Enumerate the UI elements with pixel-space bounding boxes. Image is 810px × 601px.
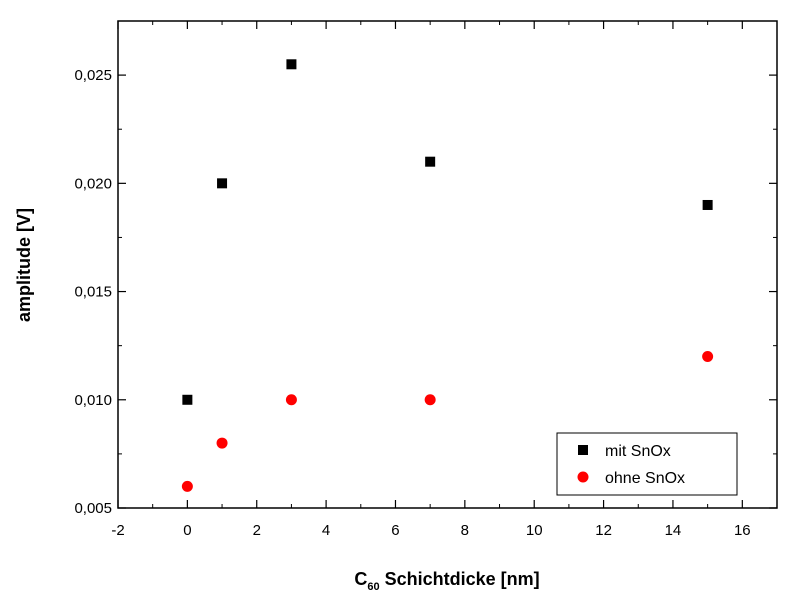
y-axis-title: amplitude [V]: [14, 208, 34, 322]
axis-ticks: [117, 21, 777, 509]
x-axis-title-rest: Schichtdicke [nm]: [380, 569, 540, 589]
y-tick-label: 0,005: [74, 500, 112, 517]
y-tick-labels: 0,005 0,010 0,015 0,020 0,025: [74, 67, 112, 517]
x-tick-label: 8: [461, 522, 469, 539]
data-points: [181, 59, 714, 492]
x-tick-label: 10: [526, 522, 543, 539]
legend: mit SnOx ohne SnOx: [556, 432, 738, 496]
x-tick-label: 6: [391, 522, 399, 539]
legend-marker-square: [578, 445, 588, 455]
x-tick-label: 0: [183, 522, 191, 539]
data-point-circle: [702, 350, 714, 362]
legend-items: mit SnOx ohne SnOx: [577, 443, 685, 487]
x-axis-title: C60 Schichtdicke [nm]: [354, 569, 539, 593]
legend-label: ohne SnOx: [605, 470, 685, 487]
x-tick-label: 2: [253, 522, 261, 539]
y-tick-label: 0,025: [74, 67, 112, 84]
y-tick-label: 0,020: [74, 175, 112, 192]
y-tick-label: 0,010: [74, 392, 112, 409]
x-tick-label: 12: [595, 522, 612, 539]
data-point-square: [217, 178, 228, 189]
plot-frame: [117, 20, 778, 509]
legend-marker-circle: [577, 471, 589, 483]
x-tick-label: 16: [734, 522, 751, 539]
data-point-square: [425, 156, 436, 167]
legend-label: mit SnOx: [605, 443, 671, 460]
x-tick-label: -2: [111, 522, 124, 539]
data-point-circle: [181, 480, 193, 492]
x-axis-title-subscript: 60: [367, 581, 379, 593]
legend-box: [556, 432, 738, 496]
x-axis-title-base: C: [354, 569, 367, 589]
x-tick-label: 4: [322, 522, 330, 539]
x-tick-labels: -2 0 2 4 6 8 10 12 14 16: [111, 522, 750, 539]
x-tick-label: 14: [665, 522, 682, 539]
data-point-circle: [285, 394, 297, 406]
data-point-square: [702, 199, 713, 210]
data-point-circle: [424, 394, 436, 406]
data-point-square: [182, 394, 193, 405]
y-tick-label: 0,015: [74, 284, 112, 301]
data-point-circle: [216, 437, 228, 449]
data-point-square: [286, 59, 297, 70]
